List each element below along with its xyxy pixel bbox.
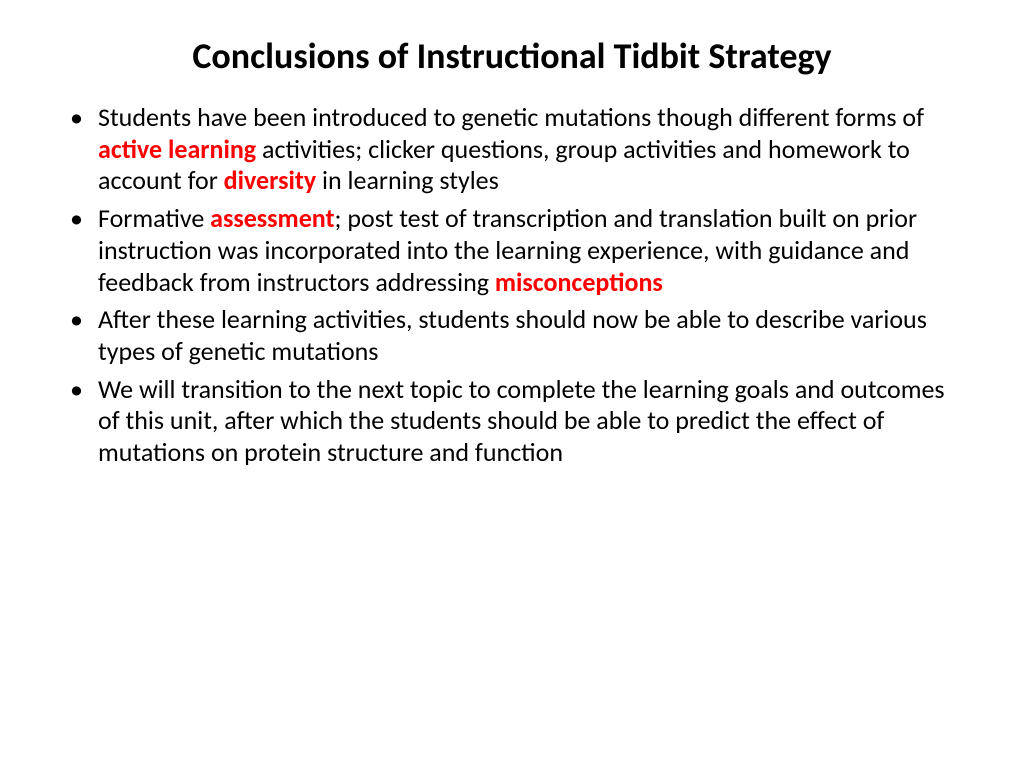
bullet-item: Formative assessment; post test of trans… bbox=[58, 203, 966, 298]
body-text: in learning styles bbox=[316, 164, 499, 196]
slide-container: Conclusions of Instructional Tidbit Stra… bbox=[0, 0, 1024, 768]
highlight-text: assessment bbox=[210, 202, 334, 234]
bullet-item: After these learning activities, student… bbox=[58, 304, 966, 367]
highlight-text: diversity bbox=[224, 164, 317, 196]
bullet-item: We will transition to the next topic to … bbox=[58, 374, 966, 469]
body-text: Students have been introduced to genetic… bbox=[98, 101, 924, 133]
bullet-list: Students have been introduced to genetic… bbox=[58, 102, 966, 469]
bullet-item: Students have been introduced to genetic… bbox=[58, 102, 966, 197]
highlight-text: active learning bbox=[98, 133, 262, 165]
body-text: We will transition to the next topic to … bbox=[98, 373, 945, 468]
body-text: Formative bbox=[98, 202, 210, 234]
body-text: After these learning activities, student… bbox=[98, 303, 927, 367]
slide-title: Conclusions of Instructional Tidbit Stra… bbox=[58, 34, 966, 78]
highlight-text: misconceptions bbox=[495, 266, 663, 298]
